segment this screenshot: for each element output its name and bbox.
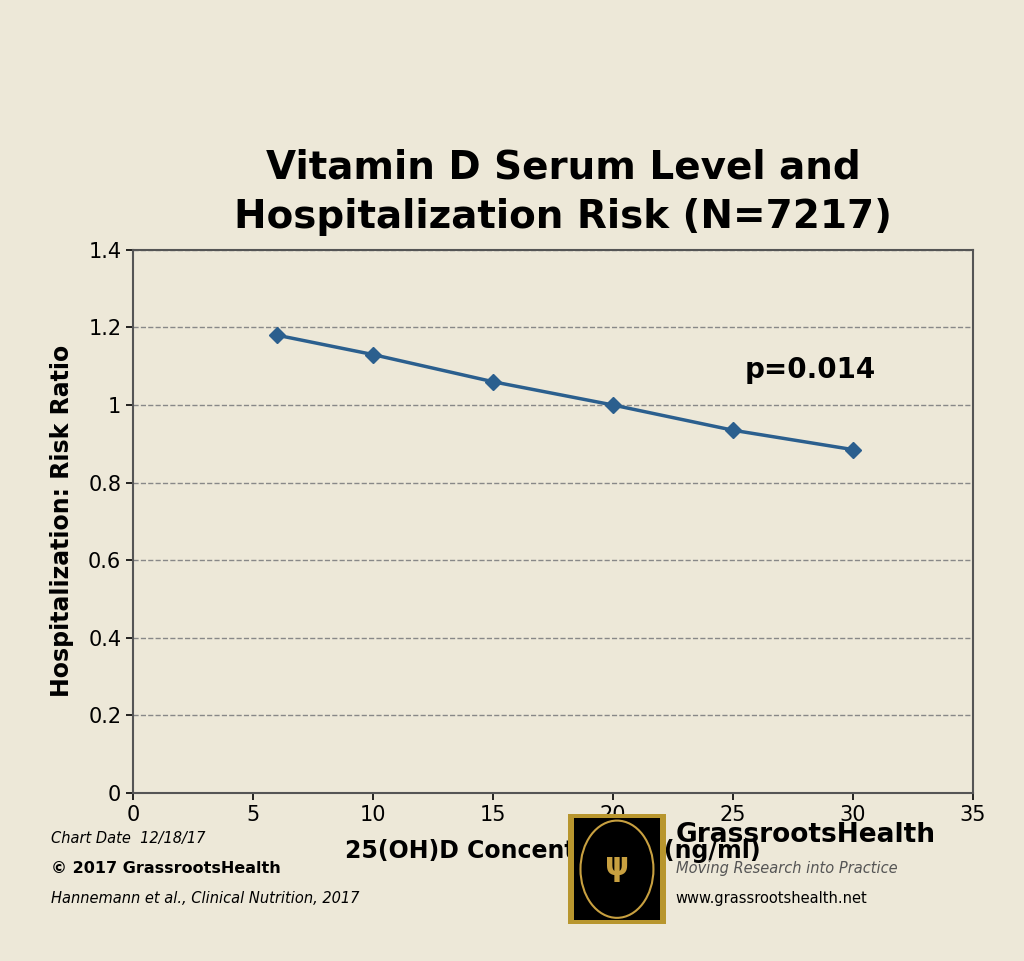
Bar	[574, 819, 659, 920]
Y-axis label: Hospitalization: Risk Ratio: Hospitalization: Risk Ratio	[50, 345, 74, 698]
Text: © 2017 GrassrootsHealth: © 2017 GrassrootsHealth	[51, 861, 281, 876]
Text: Moving Research into Practice: Moving Research into Practice	[676, 861, 897, 876]
Text: Hannemann et al., Clinical Nutrition, 2017: Hannemann et al., Clinical Nutrition, 20…	[51, 891, 359, 906]
Text: Vitamin D Serum Level and
Hospitalization Risk (N=7217): Vitamin D Serum Level and Hospitalizatio…	[234, 148, 892, 236]
Text: Chart Date  12/18/17: Chart Date 12/18/17	[51, 831, 206, 847]
Text: GrassrootsHealth: GrassrootsHealth	[676, 822, 936, 848]
Text: p=0.014: p=0.014	[744, 357, 877, 384]
Text: ψ: ψ	[605, 852, 629, 881]
Text: www.grassrootshealth.net: www.grassrootshealth.net	[676, 891, 867, 906]
X-axis label: 25(OH)D Concentration (ng/ml): 25(OH)D Concentration (ng/ml)	[345, 839, 761, 863]
